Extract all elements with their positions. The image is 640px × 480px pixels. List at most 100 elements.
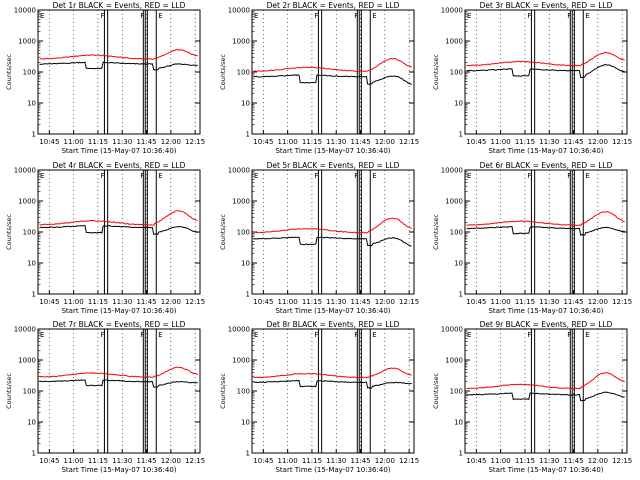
x-tick-label: 11:30: [112, 457, 132, 465]
series-events-line: [39, 61, 198, 71]
y-tick-label: 100: [237, 229, 250, 237]
x-tick-label: 12:15: [399, 457, 419, 465]
series-lld-line: [466, 51, 625, 67]
flag-label: F: [567, 331, 571, 339]
panel-det-4: Det 4r BLACK = Events, RED = LLD 1 10 100 10…: [5, 161, 205, 315]
x-axis-label: Start Time (15-May-07 10:36:40): [275, 307, 390, 315]
y-tick-label: 10000: [441, 326, 463, 334]
panel-det-5: Det 5r BLACK = Events, RED = LLD 1 10 100 10…: [219, 161, 419, 315]
x-tick-label: 11:30: [326, 138, 346, 146]
x-tick-label: 11:45: [350, 138, 370, 146]
y-tick-label: 1000: [445, 38, 463, 46]
y-tick-label: 10000: [228, 7, 250, 15]
flag-label: E: [40, 172, 44, 180]
plot-frame: [464, 328, 628, 454]
y-tick-label: 1: [246, 131, 250, 139]
y-tick-label: 100: [23, 388, 36, 396]
x-tick-label: 11:45: [136, 457, 156, 465]
y-tick-label: 10: [27, 260, 36, 268]
x-tick-label: 11:30: [539, 457, 559, 465]
x-tick-label: 11:15: [302, 457, 322, 465]
flag-label: F: [314, 172, 318, 180]
y-tick-label: 1: [32, 131, 36, 139]
flag-label: F: [314, 331, 318, 339]
flag-label: E: [467, 12, 471, 20]
series-events-line: [39, 379, 198, 388]
x-tick-label: 11:00: [278, 138, 298, 146]
x-tick-label: 11:15: [515, 138, 535, 146]
series-events-line: [466, 63, 625, 79]
y-tick-label: 10: [454, 419, 463, 427]
series-events-line: [466, 391, 625, 402]
y-tick-label: 10000: [228, 326, 250, 334]
flag-label: E: [40, 331, 44, 339]
y-tick-label: 10: [241, 419, 250, 427]
x-axis-label: Start Time (15-May-07 10:36:40): [488, 307, 603, 315]
panel-det-9: Det 9r BLACK = Events, RED = LLD 1 10 100 10…: [432, 320, 632, 474]
x-tick-label: 12:00: [161, 298, 181, 306]
flag-label: F: [354, 331, 358, 339]
x-tick-label: 11:45: [350, 457, 370, 465]
x-tick-label: 11:30: [539, 298, 559, 306]
y-axis-label: Counts/sec: [5, 54, 13, 90]
flag-label: E: [158, 12, 162, 20]
y-axis-label: Counts/sec: [5, 373, 13, 409]
y-tick-label: 1: [459, 450, 463, 458]
y-tick-label: 1: [459, 131, 463, 139]
flag-label: E: [467, 172, 471, 180]
x-tick-label: 12:15: [399, 298, 419, 306]
x-axis-label: Start Time (15-May-07 10:36:40): [488, 147, 603, 155]
x-tick-label: 11:15: [515, 457, 535, 465]
flag-label: E: [254, 172, 258, 180]
x-tick-label: 11:45: [563, 457, 583, 465]
plot-frame: [37, 169, 201, 295]
x-tick-label: 10:45: [253, 457, 273, 465]
y-tick-label: 10: [241, 260, 250, 268]
panel-title: Det 4r BLACK = Events, RED = LLD: [53, 161, 186, 170]
panel-title: Det 1r BLACK = Events, RED = LLD: [53, 1, 186, 10]
y-axis-label: Counts/sec: [432, 54, 440, 90]
y-tick-label: 1: [32, 450, 36, 458]
x-tick-label: 11:15: [302, 298, 322, 306]
flag-label: E: [158, 331, 162, 339]
series-lld-line: [39, 366, 198, 378]
y-tick-label: 1000: [232, 357, 250, 365]
y-tick-label: 10: [454, 260, 463, 268]
flag-label: F: [140, 331, 144, 339]
panel-det-7: Det 7r BLACK = Events, RED = LLD 1 10 100 10…: [5, 320, 205, 474]
x-tick-label: 12:00: [375, 457, 395, 465]
x-tick-label: 10:45: [466, 298, 486, 306]
x-tick-label: 11:00: [278, 457, 298, 465]
panel-det-8: Det 8r BLACK = Events, RED = LLD 1 10 100 10…: [219, 320, 419, 474]
y-axis-label: Counts/sec: [432, 373, 440, 409]
series-lld-line: [466, 211, 625, 227]
y-tick-label: 1000: [18, 357, 36, 365]
y-axis-label: Counts/sec: [5, 214, 13, 250]
series-events-line: [253, 236, 412, 247]
x-tick-label: 10:45: [39, 138, 59, 146]
y-tick-label: 1000: [445, 198, 463, 206]
panel-det-6: Det 6r BLACK = Events, RED = LLD 1 10 100 10…: [432, 161, 632, 315]
y-tick-label: 1000: [445, 357, 463, 365]
flag-label: E: [158, 172, 162, 180]
y-tick-label: 10000: [441, 167, 463, 175]
x-tick-label: 12:15: [185, 138, 205, 146]
series-lld-line: [466, 372, 625, 390]
x-tick-label: 11:15: [88, 138, 108, 146]
x-tick-label: 11:15: [88, 298, 108, 306]
x-tick-label: 11:15: [515, 298, 535, 306]
series-lld-line: [253, 57, 412, 72]
panel-title: Det 9r BLACK = Events, RED = LLD: [480, 320, 613, 329]
flag-label: E: [40, 12, 44, 20]
x-tick-label: 11:00: [491, 138, 511, 146]
x-tick-label: 12:15: [399, 138, 419, 146]
x-tick-label: 11:30: [112, 298, 132, 306]
x-tick-label: 12:15: [612, 457, 632, 465]
flag-label: F: [527, 12, 531, 20]
plot-frame: [251, 9, 415, 135]
y-tick-label: 100: [23, 229, 36, 237]
flag-label: F: [314, 12, 318, 20]
y-tick-label: 10000: [441, 7, 463, 15]
flag-label: F: [140, 12, 144, 20]
